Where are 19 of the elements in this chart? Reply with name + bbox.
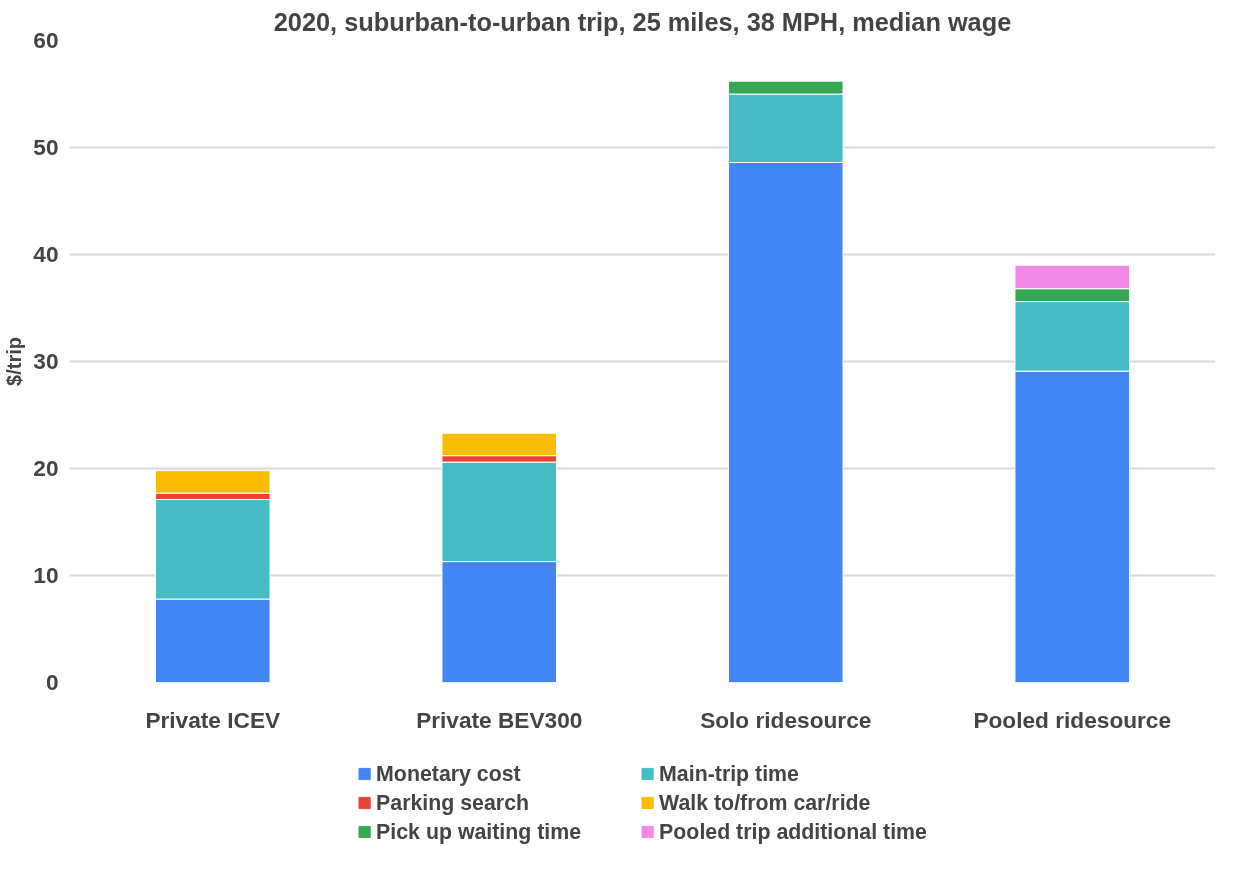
- x-tick-label: Private ICEV: [145, 706, 281, 733]
- y-tick-label: 0: [45, 669, 59, 695]
- y-tick-label: 40: [33, 241, 59, 267]
- legend-label: Pooled trip additional time: [659, 819, 927, 844]
- y-tick-label: 30: [33, 348, 59, 374]
- legend-label: Parking search: [376, 790, 531, 815]
- legend-label: Walk to/from car/ride: [659, 790, 872, 815]
- x-tick-label: Pooled ridesource: [973, 706, 1172, 733]
- y-tick-label: 50: [33, 134, 59, 160]
- chart-title: 2020, suburban-to-urban trip, 25 miles, 38 MPH, median wage: [273, 7, 1012, 36]
- y-tick-label: 20: [33, 455, 59, 481]
- legend-label: Pick up waiting time: [376, 819, 583, 844]
- legend-label: Main-trip time: [659, 761, 800, 786]
- y-tick-label: 60: [33, 27, 59, 53]
- x-tick-label: Solo ridesource: [700, 706, 872, 733]
- y-axis-title: $/trip: [3, 337, 26, 386]
- y-tick-label: 10: [33, 562, 59, 588]
- x-tick-label: Private BEV300: [416, 706, 583, 733]
- legend-label: Monetary cost: [376, 761, 522, 786]
